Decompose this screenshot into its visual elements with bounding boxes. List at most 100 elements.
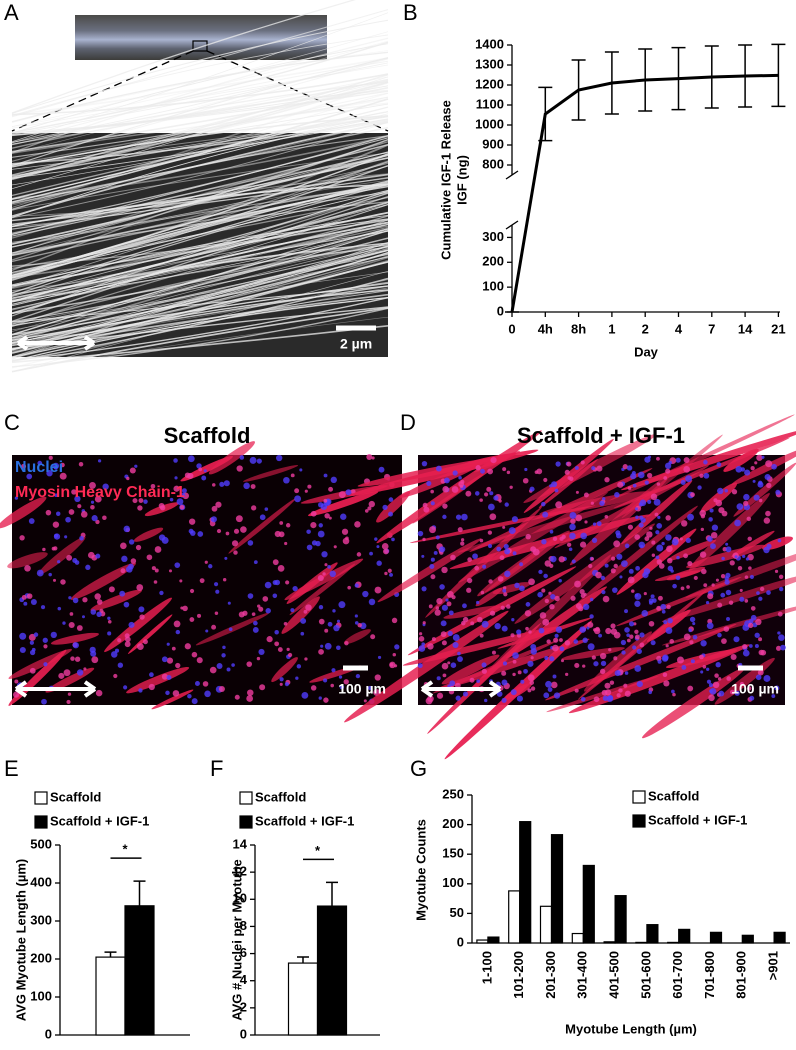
nucleus <box>422 502 428 508</box>
nucleus <box>277 565 285 572</box>
nucleus <box>117 638 122 643</box>
nucleus <box>426 480 432 486</box>
nucleus <box>550 681 558 689</box>
nucleus <box>29 667 36 674</box>
nucleus <box>439 584 445 590</box>
nucleus <box>317 574 324 582</box>
nucleus <box>652 598 657 603</box>
nucleus <box>703 472 710 479</box>
nucleus <box>258 648 265 656</box>
nucleus <box>516 629 522 635</box>
nucleus <box>606 695 614 702</box>
nucleus <box>642 571 649 579</box>
nucleus <box>41 698 47 705</box>
nucleus <box>441 566 448 574</box>
error-bar <box>133 880 146 906</box>
nucleus <box>663 476 668 480</box>
nucleus <box>457 656 463 662</box>
fibers <box>11 0 389 373</box>
nucleus <box>707 536 713 542</box>
nucleus <box>579 626 586 633</box>
nucleus <box>318 618 325 625</box>
nucleus <box>362 590 369 598</box>
nucleus <box>59 472 67 480</box>
nucleus <box>634 665 642 672</box>
y-tick-label: 6 <box>240 945 247 960</box>
nucleus <box>715 662 721 668</box>
nucleus <box>166 657 174 664</box>
x-tick-label: 701-800 <box>702 951 717 999</box>
nucleus <box>137 505 143 511</box>
y-axis-label: AVG # Nuclei per Myotube <box>229 859 244 1021</box>
fiber <box>11 92 389 208</box>
bar <box>519 821 532 944</box>
nucleus <box>511 516 519 523</box>
x-tick-label: 401-500 <box>607 951 622 999</box>
x-axis-label: Day <box>634 344 659 359</box>
nucleus <box>587 621 594 628</box>
nucleus <box>721 638 727 644</box>
bar <box>476 939 489 944</box>
fiber <box>11 57 389 143</box>
nucleus <box>197 613 202 618</box>
fiber <box>11 78 389 136</box>
nucleus <box>683 457 690 464</box>
nucleus <box>249 456 257 464</box>
nucleus <box>72 642 79 649</box>
legend-label: Scaffold <box>50 789 101 804</box>
nucleus <box>28 518 35 524</box>
nucleus <box>636 648 642 655</box>
nucleus <box>530 644 537 650</box>
bar <box>603 941 616 944</box>
y-tick-label: 4 <box>240 972 248 987</box>
nucleus <box>452 634 460 642</box>
nucleus <box>639 642 645 648</box>
nucleus <box>148 683 155 691</box>
nucleus <box>417 663 423 669</box>
nucleus <box>143 499 148 504</box>
fiber <box>11 119 389 165</box>
nucleus <box>610 556 616 561</box>
nucleus <box>734 690 740 696</box>
nucleus <box>55 511 61 516</box>
nucleus <box>60 462 65 468</box>
fiber <box>11 57 389 154</box>
nucleus <box>58 672 65 679</box>
nucleus <box>665 468 671 474</box>
nucleus <box>275 454 283 462</box>
fiber <box>11 245 389 323</box>
error-bar <box>638 48 653 112</box>
nucleus <box>774 569 779 573</box>
myotube <box>514 523 655 624</box>
nucleus <box>161 536 169 544</box>
nucleus <box>120 568 126 574</box>
myotube <box>577 505 698 604</box>
nucleus <box>341 528 349 535</box>
nucleus <box>687 560 693 567</box>
nucleus <box>57 560 61 564</box>
nucleus <box>749 695 755 701</box>
nucleus <box>487 503 495 511</box>
nucleus <box>236 465 243 472</box>
nucleus <box>441 662 449 670</box>
nucleus <box>599 652 607 660</box>
nucleus <box>21 463 27 469</box>
nucleus <box>511 618 515 622</box>
nucleus <box>173 485 180 492</box>
fiber <box>11 316 389 372</box>
fiber <box>11 259 389 360</box>
nucleus <box>755 674 762 681</box>
nucleus <box>391 617 398 624</box>
nucleus <box>125 636 131 643</box>
nucleus <box>310 685 317 691</box>
nucleus <box>724 488 729 493</box>
nucleus <box>479 633 484 638</box>
nucleus <box>624 671 629 675</box>
nucleus <box>685 537 691 544</box>
y-tick-label: 250 <box>442 786 464 801</box>
nucleus <box>184 643 191 650</box>
nucleus <box>440 631 447 638</box>
nucleus <box>120 542 127 550</box>
nucleus <box>95 689 103 697</box>
nucleus <box>752 479 756 483</box>
